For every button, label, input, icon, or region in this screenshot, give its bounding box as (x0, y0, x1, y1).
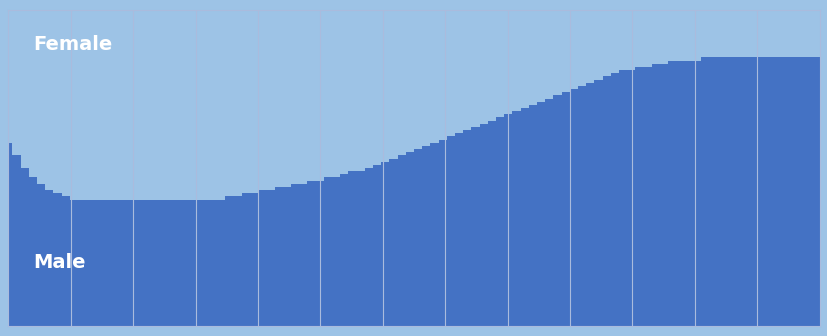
Text: Female: Female (33, 35, 112, 54)
Text: Male: Male (33, 253, 85, 272)
